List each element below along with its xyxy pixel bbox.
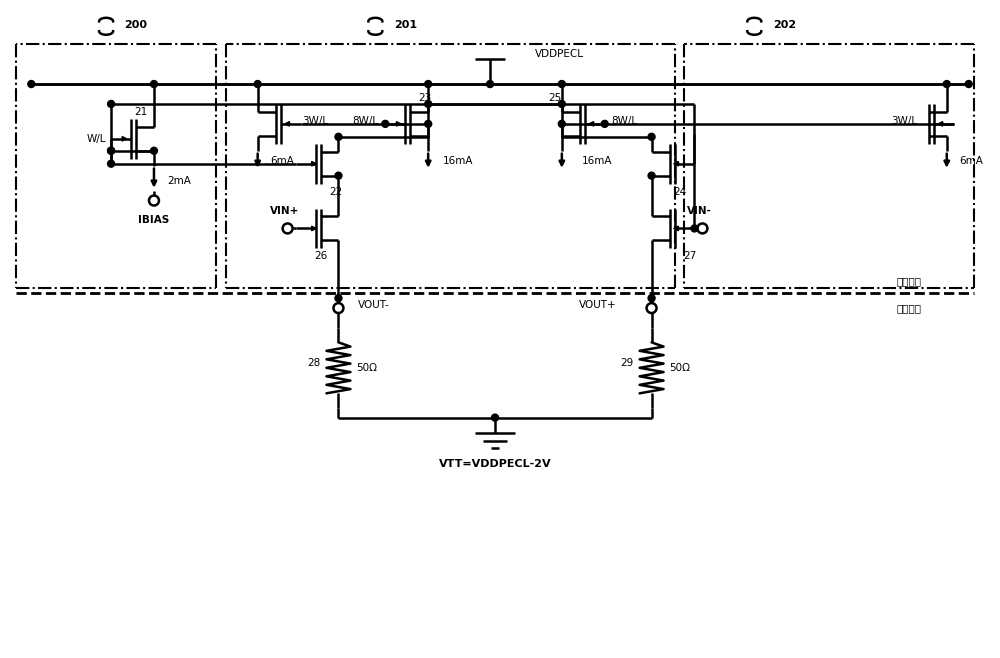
Circle shape xyxy=(149,195,159,205)
Text: 22: 22 xyxy=(329,187,342,197)
Circle shape xyxy=(697,224,707,234)
Text: VIN+: VIN+ xyxy=(270,205,299,216)
Circle shape xyxy=(108,147,115,154)
Text: VIN-: VIN- xyxy=(687,205,712,216)
Text: 芯片外部: 芯片外部 xyxy=(896,303,921,313)
Circle shape xyxy=(648,134,655,140)
Circle shape xyxy=(150,80,157,88)
Circle shape xyxy=(558,101,565,107)
Text: 50Ω: 50Ω xyxy=(356,363,377,373)
Circle shape xyxy=(28,80,35,88)
Text: 16mA: 16mA xyxy=(443,156,473,166)
Circle shape xyxy=(558,80,565,88)
Text: 50Ω: 50Ω xyxy=(669,363,690,373)
Text: 8W/L: 8W/L xyxy=(352,116,378,126)
Circle shape xyxy=(108,147,115,154)
Text: 3W/L: 3W/L xyxy=(891,116,917,126)
Circle shape xyxy=(965,80,972,88)
Text: 202: 202 xyxy=(773,20,796,30)
Circle shape xyxy=(108,101,115,107)
Circle shape xyxy=(487,80,494,88)
Text: W/L: W/L xyxy=(86,134,106,144)
Text: 3W/L: 3W/L xyxy=(302,116,329,126)
Circle shape xyxy=(254,80,261,88)
Text: 2mA: 2mA xyxy=(167,176,191,186)
Circle shape xyxy=(691,225,698,232)
Circle shape xyxy=(108,160,115,167)
Circle shape xyxy=(492,414,499,421)
Circle shape xyxy=(425,101,432,107)
Text: 200: 200 xyxy=(125,20,148,30)
Circle shape xyxy=(648,295,655,301)
Text: 201: 201 xyxy=(394,20,417,30)
Text: 21: 21 xyxy=(134,107,148,117)
Circle shape xyxy=(335,172,342,179)
Circle shape xyxy=(647,303,657,313)
Text: 27: 27 xyxy=(683,251,696,261)
Circle shape xyxy=(283,224,293,234)
Circle shape xyxy=(333,303,343,313)
Text: 24: 24 xyxy=(673,187,686,197)
Text: 16mA: 16mA xyxy=(581,156,612,166)
Circle shape xyxy=(382,120,389,128)
Text: VOUT-: VOUT- xyxy=(357,300,389,310)
Text: VDDPECL: VDDPECL xyxy=(535,49,584,59)
Circle shape xyxy=(335,134,342,140)
Circle shape xyxy=(601,120,608,128)
Circle shape xyxy=(150,147,157,154)
Text: 8W/L: 8W/L xyxy=(612,116,638,126)
Text: 6mA: 6mA xyxy=(271,156,295,166)
Circle shape xyxy=(943,80,950,88)
Circle shape xyxy=(335,295,342,301)
Text: 29: 29 xyxy=(620,358,633,368)
Text: 25: 25 xyxy=(548,93,561,103)
Text: 芯片內部: 芯片內部 xyxy=(896,276,921,286)
Text: 6mA: 6mA xyxy=(960,156,984,166)
Text: VTT=VDDPECL-2V: VTT=VDDPECL-2V xyxy=(439,459,551,469)
Text: 23: 23 xyxy=(419,93,432,103)
Circle shape xyxy=(648,172,655,179)
Text: 28: 28 xyxy=(307,358,320,368)
Text: IBIAS: IBIAS xyxy=(138,215,170,226)
Text: VOUT+: VOUT+ xyxy=(579,300,617,310)
Text: 26: 26 xyxy=(314,251,327,261)
Circle shape xyxy=(558,120,565,128)
Circle shape xyxy=(425,80,432,88)
Circle shape xyxy=(425,120,432,128)
